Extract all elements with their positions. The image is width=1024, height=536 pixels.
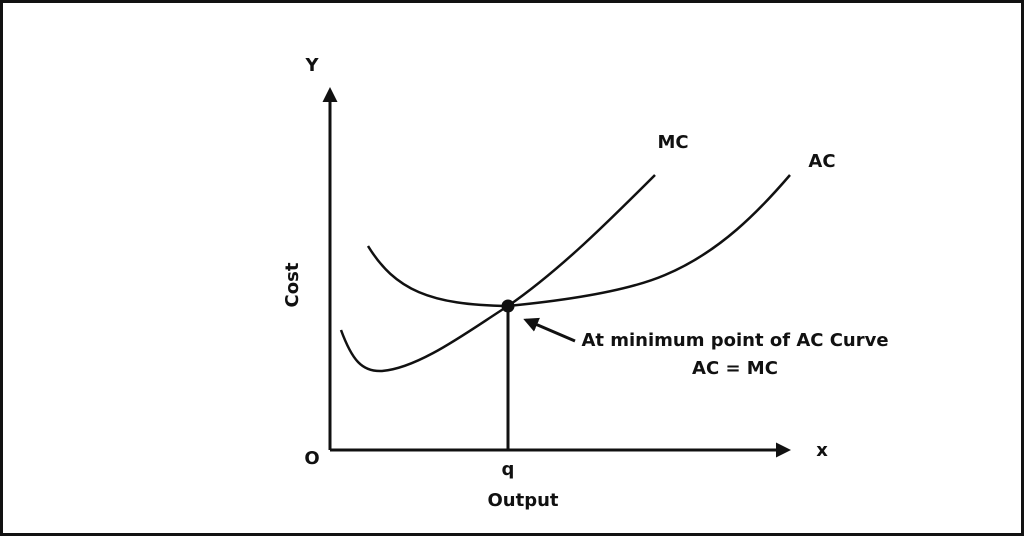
curve-label: AC bbox=[808, 151, 835, 172]
origin-label: O bbox=[304, 448, 319, 469]
x-axis-title: Output bbox=[487, 490, 558, 511]
annotation: AC = MC bbox=[692, 358, 778, 379]
annotation: At minimum point of AC Curve bbox=[581, 330, 888, 351]
y-axis-title: Cost bbox=[282, 262, 303, 307]
ac-curve bbox=[366, 174, 791, 308]
annotation-arrow bbox=[523, 317, 576, 343]
equilibrium-point bbox=[501, 299, 515, 313]
curve-label: MC bbox=[657, 132, 688, 153]
x-axis-label: x bbox=[816, 440, 828, 461]
mc-curve bbox=[339, 174, 656, 373]
y-axis-label: Y bbox=[304, 55, 319, 76]
q-label: q bbox=[502, 459, 515, 480]
